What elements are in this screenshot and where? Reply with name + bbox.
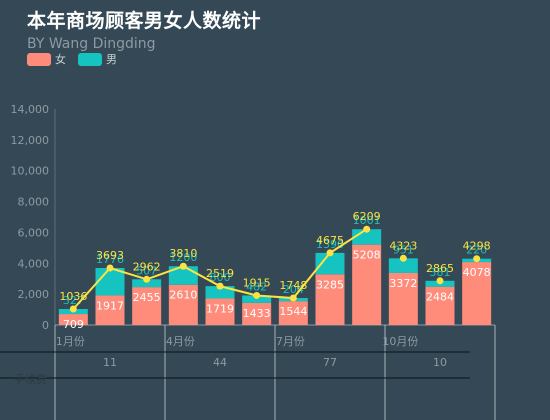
x-tick-label: 4月份 bbox=[166, 335, 195, 348]
data-label-male: 951 bbox=[393, 243, 414, 256]
secondary-axis-value: 10 bbox=[433, 356, 447, 369]
data-label-total: 2962 bbox=[133, 260, 161, 273]
bar-female[interactable] bbox=[132, 287, 162, 325]
data-label-total: 4323 bbox=[389, 239, 417, 252]
bar-female[interactable] bbox=[425, 286, 455, 325]
data-label-female: 3372 bbox=[389, 277, 417, 290]
data-label-male: 800 bbox=[210, 271, 231, 284]
data-label-male: 381 bbox=[430, 266, 451, 279]
legend: 女 男 bbox=[27, 51, 117, 67]
total-point[interactable] bbox=[143, 275, 151, 283]
data-label-female: 3285 bbox=[316, 278, 344, 291]
y-tick-label: 14,000 bbox=[11, 103, 50, 116]
data-label-female: 1719 bbox=[206, 302, 234, 315]
data-label-male: 507 bbox=[136, 264, 157, 277]
legend-swatch-female bbox=[27, 52, 51, 66]
bar-female[interactable] bbox=[205, 298, 235, 325]
data-label-total: 2865 bbox=[426, 262, 454, 275]
data-label-total: 1915 bbox=[243, 276, 271, 289]
bar-male[interactable] bbox=[132, 279, 162, 288]
data-label-total: 1748 bbox=[279, 279, 307, 292]
bar-male[interactable] bbox=[95, 268, 125, 296]
y-tick-label: 8,000 bbox=[18, 196, 50, 209]
data-label-female: 1917 bbox=[96, 299, 124, 312]
total-point[interactable] bbox=[399, 254, 407, 262]
bar-male[interactable] bbox=[388, 258, 418, 273]
data-label-male: 482 bbox=[246, 280, 267, 293]
secondary-axis-value: 77 bbox=[323, 356, 337, 369]
y-tick-label: 4,000 bbox=[18, 257, 50, 270]
total-point[interactable] bbox=[326, 249, 334, 257]
bar-female[interactable] bbox=[388, 272, 418, 325]
data-label-total: 4298 bbox=[463, 240, 491, 253]
total-point[interactable] bbox=[289, 294, 297, 302]
legend-item-male[interactable]: 男 bbox=[78, 51, 117, 67]
secondary-axis-label: 手续费 bbox=[14, 372, 47, 386]
x-tick-label: 1月份 bbox=[56, 335, 85, 348]
total-point[interactable] bbox=[473, 255, 481, 263]
secondary-axis-value: 44 bbox=[213, 356, 227, 369]
legend-swatch-male bbox=[78, 52, 102, 66]
total-point[interactable] bbox=[253, 291, 261, 299]
data-label-female: 5208 bbox=[353, 249, 381, 262]
data-label-female: 1433 bbox=[243, 307, 271, 320]
legend-label-male: 男 bbox=[106, 53, 117, 66]
y-tick-label: 12,000 bbox=[11, 134, 50, 147]
data-label-female: 2610 bbox=[169, 289, 197, 302]
total-point[interactable] bbox=[436, 277, 444, 285]
data-label-female: 1544 bbox=[279, 305, 307, 318]
data-label-total: 6209 bbox=[353, 210, 381, 223]
legend-label-female: 女 bbox=[55, 53, 66, 66]
y-tick-label: 6,000 bbox=[18, 226, 50, 239]
bar-female[interactable] bbox=[242, 302, 272, 325]
data-label-female: 2484 bbox=[426, 291, 454, 304]
data-label-total: 1036 bbox=[59, 290, 87, 303]
bar-female[interactable] bbox=[315, 274, 345, 325]
data-label-female: 4078 bbox=[463, 266, 491, 279]
chart-subtitle: BY Wang Dingding bbox=[27, 36, 156, 52]
bar-female[interactable] bbox=[95, 295, 125, 325]
bar-female[interactable] bbox=[352, 244, 382, 325]
bar-female[interactable] bbox=[278, 301, 308, 325]
bar-male[interactable] bbox=[315, 252, 345, 275]
data-label-total: 4675 bbox=[316, 234, 344, 247]
y-tick-label: 10,000 bbox=[11, 165, 50, 178]
bar-male[interactable] bbox=[242, 295, 272, 303]
data-label-male: 1776 bbox=[96, 253, 124, 266]
data-label-total: 2519 bbox=[206, 267, 234, 280]
total-point[interactable] bbox=[106, 264, 114, 272]
bar-female[interactable] bbox=[168, 284, 198, 325]
chart-title: 本年商场顾客男女人数统计 bbox=[27, 10, 262, 32]
x-tick-label: 7月份 bbox=[276, 335, 305, 348]
data-label-male: 1200 bbox=[169, 251, 197, 264]
data-label-male: 220 bbox=[466, 244, 487, 257]
data-label-total: 3693 bbox=[96, 249, 124, 262]
data-label-female: 2455 bbox=[133, 291, 161, 304]
total-point[interactable] bbox=[69, 305, 77, 313]
total-point[interactable] bbox=[363, 225, 371, 233]
bar-female[interactable] bbox=[462, 262, 492, 325]
data-label-total: 3810 bbox=[169, 247, 197, 260]
bar-female[interactable] bbox=[58, 314, 88, 325]
x-tick-label: 10月份 bbox=[382, 335, 418, 348]
secondary-axis-value: 11 bbox=[103, 356, 117, 369]
total-point[interactable] bbox=[216, 282, 224, 290]
data-label-female: 709 bbox=[63, 318, 84, 331]
legend-item-female[interactable]: 女 bbox=[27, 51, 66, 67]
y-tick-label: 2,000 bbox=[18, 288, 50, 301]
bar-male[interactable] bbox=[205, 286, 235, 299]
y-tick-label: 0 bbox=[42, 319, 49, 332]
total-point[interactable] bbox=[179, 262, 187, 270]
data-label-male: 1001 bbox=[353, 214, 381, 227]
